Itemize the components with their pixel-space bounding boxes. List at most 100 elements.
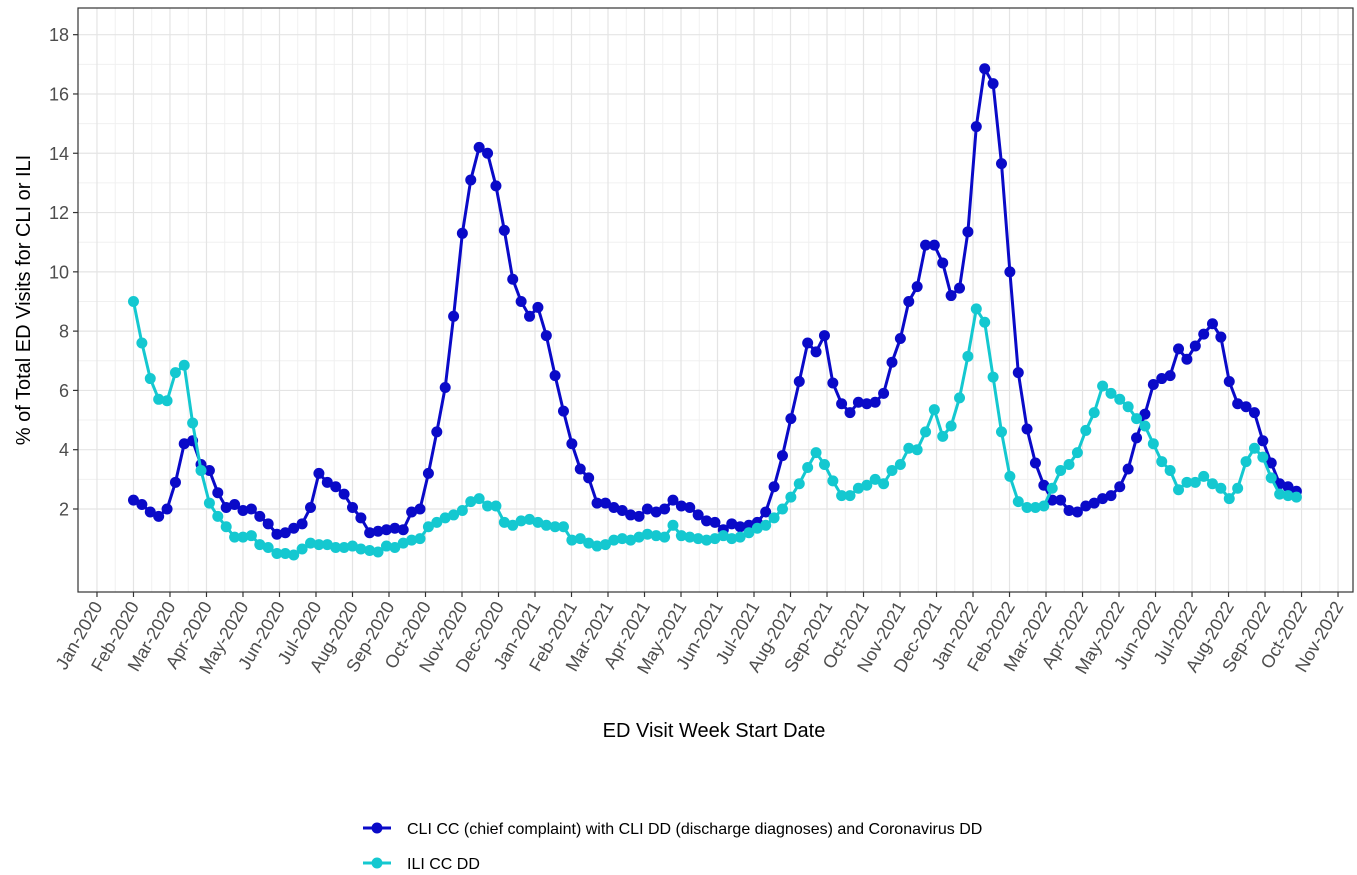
data-point bbox=[785, 413, 797, 425]
y-tick-label: 6 bbox=[59, 381, 69, 401]
data-point bbox=[1029, 502, 1041, 514]
plot-border bbox=[77, 7, 1354, 593]
data-point bbox=[894, 333, 906, 345]
data-point bbox=[818, 330, 830, 342]
data-point bbox=[760, 519, 772, 531]
data-point bbox=[616, 504, 628, 516]
data-point bbox=[456, 504, 468, 516]
data-point bbox=[262, 518, 274, 530]
data-point bbox=[852, 396, 864, 408]
data-point bbox=[1063, 459, 1075, 471]
data-point bbox=[734, 531, 746, 543]
data-point bbox=[245, 530, 257, 542]
data-point bbox=[583, 472, 595, 484]
data-point bbox=[1071, 447, 1083, 459]
data-point bbox=[1038, 500, 1050, 512]
data-point bbox=[1198, 328, 1210, 340]
data-point bbox=[1232, 482, 1244, 494]
data-point bbox=[1189, 476, 1201, 488]
data-point bbox=[296, 518, 308, 530]
data-point bbox=[1080, 500, 1092, 512]
data-point bbox=[540, 330, 552, 342]
data-point bbox=[659, 531, 671, 543]
data-point bbox=[1114, 481, 1126, 493]
data-point bbox=[380, 524, 392, 536]
data-point bbox=[911, 281, 923, 293]
data-point bbox=[760, 506, 772, 518]
data-point bbox=[1139, 408, 1151, 420]
data-point bbox=[692, 533, 704, 545]
data-point bbox=[144, 506, 156, 518]
y-tick-label: 8 bbox=[59, 322, 69, 342]
data-point bbox=[532, 301, 544, 313]
data-point bbox=[836, 490, 848, 502]
data-point bbox=[288, 549, 300, 561]
y-tick-label: 10 bbox=[49, 262, 69, 282]
data-point bbox=[962, 226, 974, 238]
data-point bbox=[389, 542, 401, 554]
data-point bbox=[599, 539, 611, 551]
data-point bbox=[1038, 479, 1050, 491]
data-point bbox=[169, 367, 181, 379]
data-point bbox=[397, 524, 409, 536]
data-point bbox=[153, 393, 165, 405]
data-point bbox=[878, 387, 890, 399]
data-point bbox=[456, 227, 468, 239]
data-point bbox=[338, 542, 350, 554]
data-point bbox=[1248, 407, 1260, 419]
data-point bbox=[229, 499, 241, 511]
data-point bbox=[203, 497, 215, 509]
data-point bbox=[355, 512, 367, 524]
y-tick-label: 4 bbox=[59, 440, 69, 460]
data-point bbox=[861, 479, 873, 491]
data-point bbox=[667, 494, 679, 506]
data-point bbox=[886, 356, 898, 368]
data-point bbox=[1080, 424, 1092, 436]
data-point bbox=[667, 519, 679, 531]
data-point bbox=[296, 543, 308, 555]
data-point bbox=[625, 509, 637, 521]
data-point bbox=[945, 290, 957, 302]
data-point bbox=[1055, 464, 1067, 476]
y-axis-title: % of Total ED Visits for CLI or ILI bbox=[13, 155, 35, 446]
data-point bbox=[153, 510, 165, 522]
data-point bbox=[431, 426, 443, 438]
data-point bbox=[743, 527, 755, 539]
data-point bbox=[1097, 493, 1109, 505]
y-tick-label: 12 bbox=[49, 203, 69, 223]
data-point bbox=[979, 63, 991, 75]
data-point bbox=[406, 506, 418, 518]
data-point bbox=[852, 482, 864, 494]
data-point bbox=[962, 350, 974, 362]
data-point bbox=[616, 533, 628, 545]
data-point bbox=[1173, 484, 1185, 496]
data-point bbox=[178, 359, 190, 371]
data-point bbox=[1282, 481, 1294, 493]
data-point bbox=[1257, 435, 1269, 447]
data-point bbox=[313, 467, 325, 479]
data-point bbox=[473, 141, 485, 153]
data-point bbox=[945, 420, 957, 432]
data-point bbox=[245, 503, 257, 515]
data-point bbox=[1122, 463, 1134, 475]
data-point bbox=[734, 521, 746, 533]
data-point bbox=[169, 476, 181, 488]
data-point bbox=[144, 373, 156, 385]
data-point bbox=[701, 515, 713, 527]
data-point bbox=[1012, 367, 1024, 379]
data-point bbox=[1265, 472, 1277, 484]
data-point bbox=[540, 519, 552, 531]
data-point bbox=[330, 481, 342, 493]
data-point bbox=[1131, 432, 1143, 444]
data-point bbox=[633, 510, 645, 522]
data-point bbox=[237, 531, 249, 543]
data-point bbox=[212, 510, 224, 522]
data-point bbox=[279, 547, 291, 559]
data-point bbox=[524, 310, 536, 322]
data-point bbox=[127, 494, 139, 506]
data-point bbox=[995, 426, 1007, 438]
data-point bbox=[836, 398, 848, 410]
data-point bbox=[1131, 413, 1143, 425]
data-point bbox=[793, 478, 805, 490]
data-point bbox=[979, 316, 991, 328]
